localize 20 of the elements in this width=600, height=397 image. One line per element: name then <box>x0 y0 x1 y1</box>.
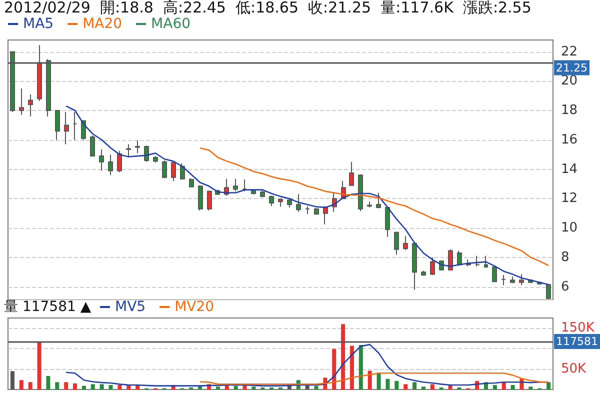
legend-label: MA20 <box>82 16 122 32</box>
y-tick-label: 6 <box>561 279 570 294</box>
legend-label: MA5 <box>23 16 54 32</box>
y-tick-label: 12 <box>561 191 578 206</box>
y-tick-label: 50K <box>561 362 587 377</box>
legend-label: MV5 <box>115 299 146 315</box>
ref-line-label: 21.25 <box>556 61 588 74</box>
y-tick-label: 16 <box>561 132 578 148</box>
ref-line-label: 117581 <box>556 334 598 348</box>
chart-title: 2012/02/29 開:18.8 高:22.45 低:18.65 收:21.25 量:117.6K 漲跌:2.55 <box>4 0 532 16</box>
y-tick-label: 14 <box>561 162 578 177</box>
chart-title: 量 117581 ▲ <box>4 299 92 315</box>
y-tick-label: 10 <box>561 220 578 236</box>
legend-label: MV20 <box>174 299 214 315</box>
y-tick-label: 8 <box>561 250 570 265</box>
y-tick-label: 18 <box>561 103 578 118</box>
legend-label: MA60 <box>151 16 191 32</box>
y-tick-label: 20 <box>561 74 578 89</box>
y-tick-label: 150K <box>561 320 595 336</box>
y-tick-label: 22 <box>561 44 578 60</box>
